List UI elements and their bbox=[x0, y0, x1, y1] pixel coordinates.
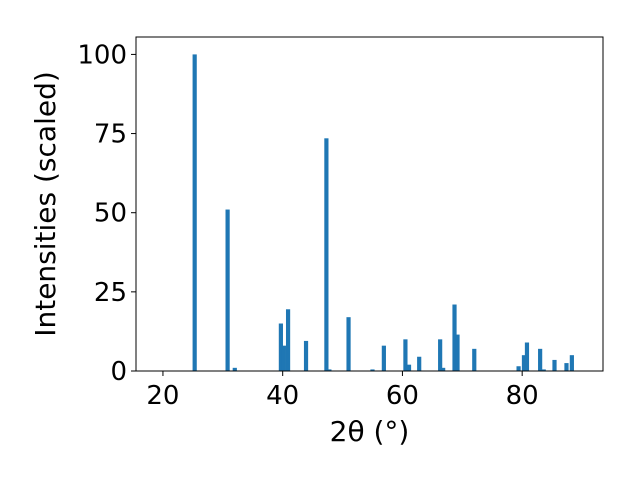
y-axis-ticks: 0 25 50 75 100 bbox=[77, 40, 136, 387]
bar bbox=[406, 364, 412, 371]
bar bbox=[278, 323, 283, 371]
bar bbox=[285, 309, 291, 371]
bar bbox=[381, 345, 386, 371]
x-tick-label: 20 bbox=[146, 381, 179, 411]
bar bbox=[225, 209, 230, 371]
bar bbox=[524, 342, 530, 371]
bar bbox=[324, 138, 329, 371]
bar bbox=[455, 334, 460, 371]
x-axis-ticks: 20 40 60 80 bbox=[146, 371, 539, 411]
bar bbox=[516, 366, 521, 371]
bar bbox=[521, 355, 527, 371]
x-tick-label: 80 bbox=[506, 381, 539, 411]
bar bbox=[472, 348, 477, 371]
bar bbox=[441, 367, 446, 371]
y-tick-label: 50 bbox=[94, 199, 127, 229]
plot-frame bbox=[135, 36, 604, 372]
bar bbox=[370, 369, 375, 371]
bar bbox=[552, 359, 557, 371]
bar bbox=[232, 367, 237, 371]
y-tick-label: 25 bbox=[94, 278, 127, 308]
bar bbox=[327, 369, 332, 371]
bars-group bbox=[192, 54, 574, 371]
x-axis-label: 2θ (°) bbox=[330, 415, 410, 448]
bar bbox=[346, 317, 351, 371]
bar bbox=[538, 348, 543, 371]
bar bbox=[281, 345, 286, 371]
y-tick-label: 75 bbox=[94, 120, 127, 150]
bar bbox=[417, 356, 422, 371]
x-tick-label: 40 bbox=[266, 381, 299, 411]
bar bbox=[438, 339, 443, 371]
bar bbox=[192, 54, 197, 371]
y-tick-label: 100 bbox=[77, 40, 127, 70]
bar bbox=[569, 355, 574, 371]
bar bbox=[403, 339, 408, 371]
bar bbox=[452, 304, 457, 371]
plot-background bbox=[136, 37, 603, 371]
bar bbox=[303, 340, 309, 371]
y-axis-label: Intensities (scaled) bbox=[29, 71, 62, 337]
x-tick-label: 60 bbox=[386, 381, 419, 411]
bar bbox=[541, 369, 546, 371]
bar bbox=[564, 363, 569, 371]
y-tick-label: 0 bbox=[110, 357, 127, 387]
